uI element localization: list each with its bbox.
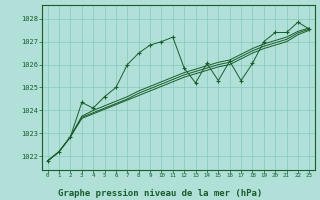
Text: Graphe pression niveau de la mer (hPa): Graphe pression niveau de la mer (hPa) bbox=[58, 189, 262, 198]
